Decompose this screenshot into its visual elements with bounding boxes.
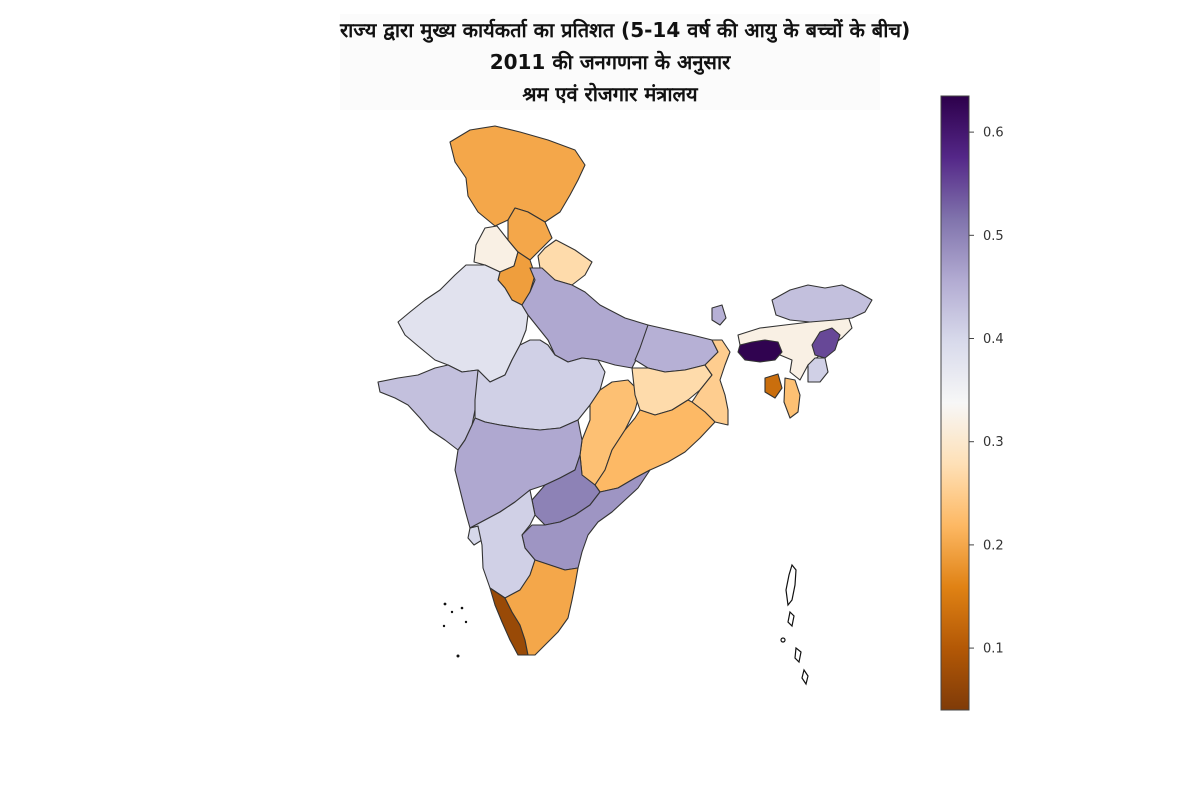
andaman-nicobar-islands (780, 563, 809, 686)
state-mizoram (783, 377, 801, 419)
state-gujarat (377, 364, 481, 451)
state-arunachal-pradesh (771, 284, 873, 323)
state-tripura (764, 373, 783, 399)
state-punjab (507, 207, 553, 261)
state-west-bengal (691, 339, 731, 426)
state-tamil-nadu (504, 559, 579, 656)
colorbar-tick-label: 0.2 (983, 538, 1004, 553)
colorbar-tick-label: 0.5 (983, 229, 1004, 244)
title-line-3: श्रम एवं रोजगार मंत्रालय (522, 82, 698, 106)
colorbar-tick-label: 0.4 (983, 332, 1004, 347)
state-odisha (594, 399, 716, 493)
title-line-2: 2011 की जनगणना के अनुसार (489, 50, 731, 74)
title-line-1: राज्य द्वारा मुख्य कार्यकर्ता का प्रतिशत… (340, 18, 911, 42)
state-uttarakhand (537, 239, 593, 286)
map-title: राज्य द्वारा मुख्य कार्यकर्ता का प्रतिशत… (340, 14, 911, 110)
state-uttar-pradesh (521, 267, 651, 369)
state-meghalaya (737, 339, 783, 363)
colorbar-gradient (940, 95, 970, 711)
states-layer (377, 125, 873, 656)
colorbar-tick-label: 0.6 (983, 126, 1004, 141)
colorbar: 0.1 0.2 0.3 0.4 0.5 0.6 (940, 95, 1004, 711)
colorbar-tick-label: 0.3 (983, 435, 1004, 450)
colorbar-ticks: 0.1 0.2 0.3 0.4 0.5 0.6 (969, 126, 1004, 657)
state-sikkim (711, 304, 727, 326)
state-nagaland (811, 327, 841, 359)
state-jammu-kashmir (449, 125, 586, 227)
lakshadweep-islands (442, 602, 468, 658)
colorbar-tick-label: 0.1 (983, 642, 1004, 657)
state-karnataka (469, 489, 536, 599)
state-manipur (807, 357, 829, 383)
